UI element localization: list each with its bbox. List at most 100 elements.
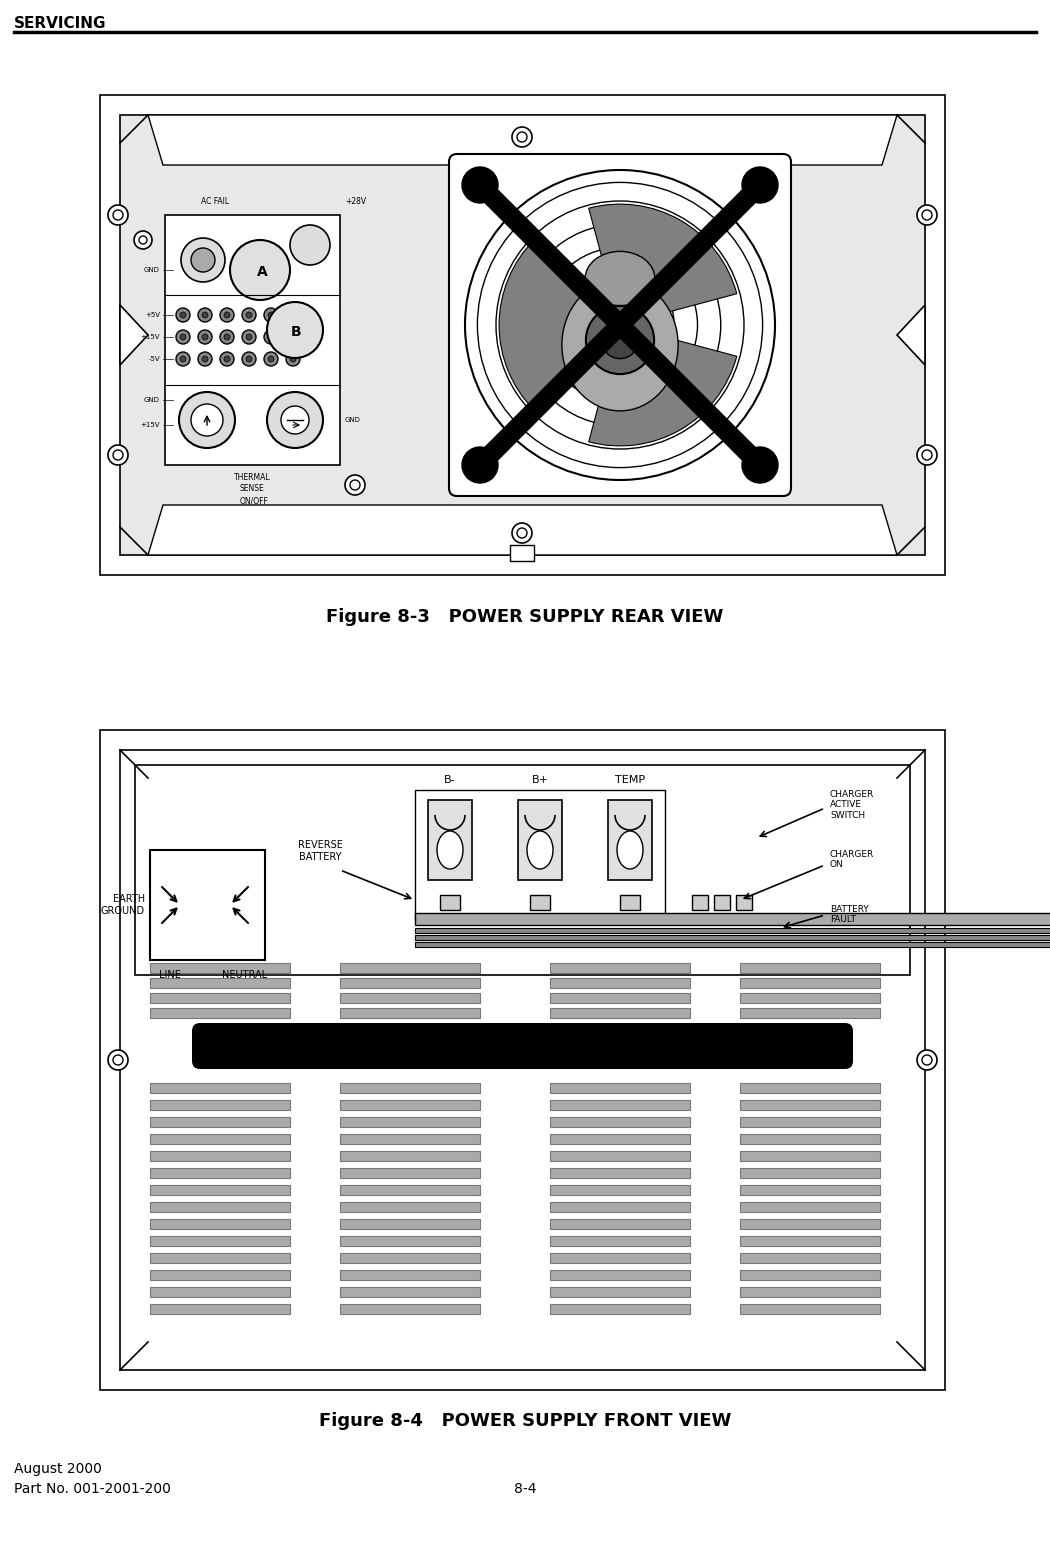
Bar	[740, 1099, 880, 1110]
Text: +15V: +15V	[141, 422, 160, 429]
Text: Figure 8-3   POWER SUPPLY REAR VIEW: Figure 8-3 POWER SUPPLY REAR VIEW	[327, 608, 723, 626]
Circle shape	[286, 352, 300, 366]
Circle shape	[246, 335, 252, 339]
Text: BATTERY
FAULT: BATTERY FAULT	[830, 906, 868, 924]
Bar	[518, 801, 562, 881]
Bar	[550, 993, 690, 1003]
Text: GND: GND	[144, 267, 160, 274]
Bar	[340, 1009, 480, 1018]
Text: THERMAL: THERMAL	[234, 472, 270, 482]
Text: CHARGER
ACTIVE
SWITCH: CHARGER ACTIVE SWITCH	[830, 790, 875, 820]
Circle shape	[242, 352, 256, 366]
Circle shape	[178, 393, 235, 447]
Circle shape	[242, 308, 256, 322]
Circle shape	[224, 357, 230, 361]
Text: TEMP: TEMP	[615, 776, 645, 785]
Circle shape	[202, 335, 208, 339]
Bar	[340, 1168, 480, 1178]
Bar	[510, 544, 534, 561]
Bar	[415, 935, 1050, 940]
Bar	[740, 978, 880, 988]
Bar	[150, 1117, 290, 1128]
Circle shape	[198, 330, 212, 344]
Bar	[740, 1134, 880, 1143]
Bar	[340, 1099, 480, 1110]
Bar	[740, 1151, 880, 1160]
Circle shape	[246, 357, 252, 361]
Circle shape	[198, 352, 212, 366]
Circle shape	[922, 450, 932, 460]
Circle shape	[917, 1049, 937, 1070]
Circle shape	[922, 210, 932, 221]
Text: AC FAIL: AC FAIL	[201, 197, 229, 206]
Bar	[550, 1168, 690, 1178]
Bar	[340, 993, 480, 1003]
Bar	[150, 1203, 290, 1212]
Circle shape	[517, 131, 527, 142]
Circle shape	[180, 335, 186, 339]
Bar	[415, 927, 1050, 934]
Bar	[740, 1117, 880, 1128]
Bar	[692, 895, 708, 910]
Bar	[740, 1168, 880, 1178]
Text: +5V: +5V	[145, 311, 160, 317]
Bar	[340, 1117, 480, 1128]
Text: +15V: +15V	[141, 335, 160, 339]
Text: B-: B-	[444, 776, 456, 785]
Circle shape	[586, 307, 654, 374]
Bar	[150, 1082, 290, 1093]
Bar	[740, 993, 880, 1003]
Bar	[150, 1134, 290, 1143]
Circle shape	[176, 308, 190, 322]
Circle shape	[286, 330, 300, 344]
Bar	[415, 913, 1050, 924]
Bar	[740, 1218, 880, 1229]
Circle shape	[602, 321, 638, 358]
Circle shape	[517, 529, 527, 538]
Circle shape	[242, 330, 256, 344]
Polygon shape	[148, 505, 897, 555]
Circle shape	[268, 311, 274, 317]
Text: EARTH
GROUND: EARTH GROUND	[101, 895, 145, 917]
Bar	[150, 963, 290, 973]
Circle shape	[268, 357, 274, 361]
Bar	[120, 751, 925, 1370]
Bar	[550, 1117, 690, 1128]
FancyBboxPatch shape	[449, 153, 791, 496]
Bar	[150, 993, 290, 1003]
Bar	[440, 895, 460, 910]
Bar	[340, 1186, 480, 1195]
Bar	[340, 1218, 480, 1229]
Bar	[150, 1287, 290, 1297]
Bar	[150, 1304, 290, 1314]
Circle shape	[922, 1056, 932, 1065]
Circle shape	[742, 167, 778, 203]
Bar	[740, 1304, 880, 1314]
Wedge shape	[589, 332, 737, 446]
Bar	[340, 1082, 480, 1093]
Bar	[415, 942, 1050, 946]
Bar	[550, 1218, 690, 1229]
Circle shape	[108, 446, 128, 465]
Polygon shape	[897, 305, 925, 364]
Bar	[120, 116, 925, 555]
Circle shape	[224, 335, 230, 339]
Circle shape	[290, 357, 296, 361]
Circle shape	[462, 167, 498, 203]
Polygon shape	[148, 116, 897, 164]
Bar	[135, 765, 910, 974]
Bar	[150, 1168, 290, 1178]
Bar	[550, 1134, 690, 1143]
Text: B: B	[291, 325, 301, 339]
Circle shape	[108, 1049, 128, 1070]
Bar	[550, 1304, 690, 1314]
Bar	[150, 1009, 290, 1018]
Bar	[550, 1009, 690, 1018]
Circle shape	[224, 311, 230, 317]
Bar	[550, 1236, 690, 1247]
Text: ON/OFF: ON/OFF	[239, 497, 269, 507]
Circle shape	[113, 450, 123, 460]
Bar	[340, 978, 480, 988]
Bar	[428, 801, 472, 881]
Text: NEUTRAL: NEUTRAL	[223, 970, 268, 981]
